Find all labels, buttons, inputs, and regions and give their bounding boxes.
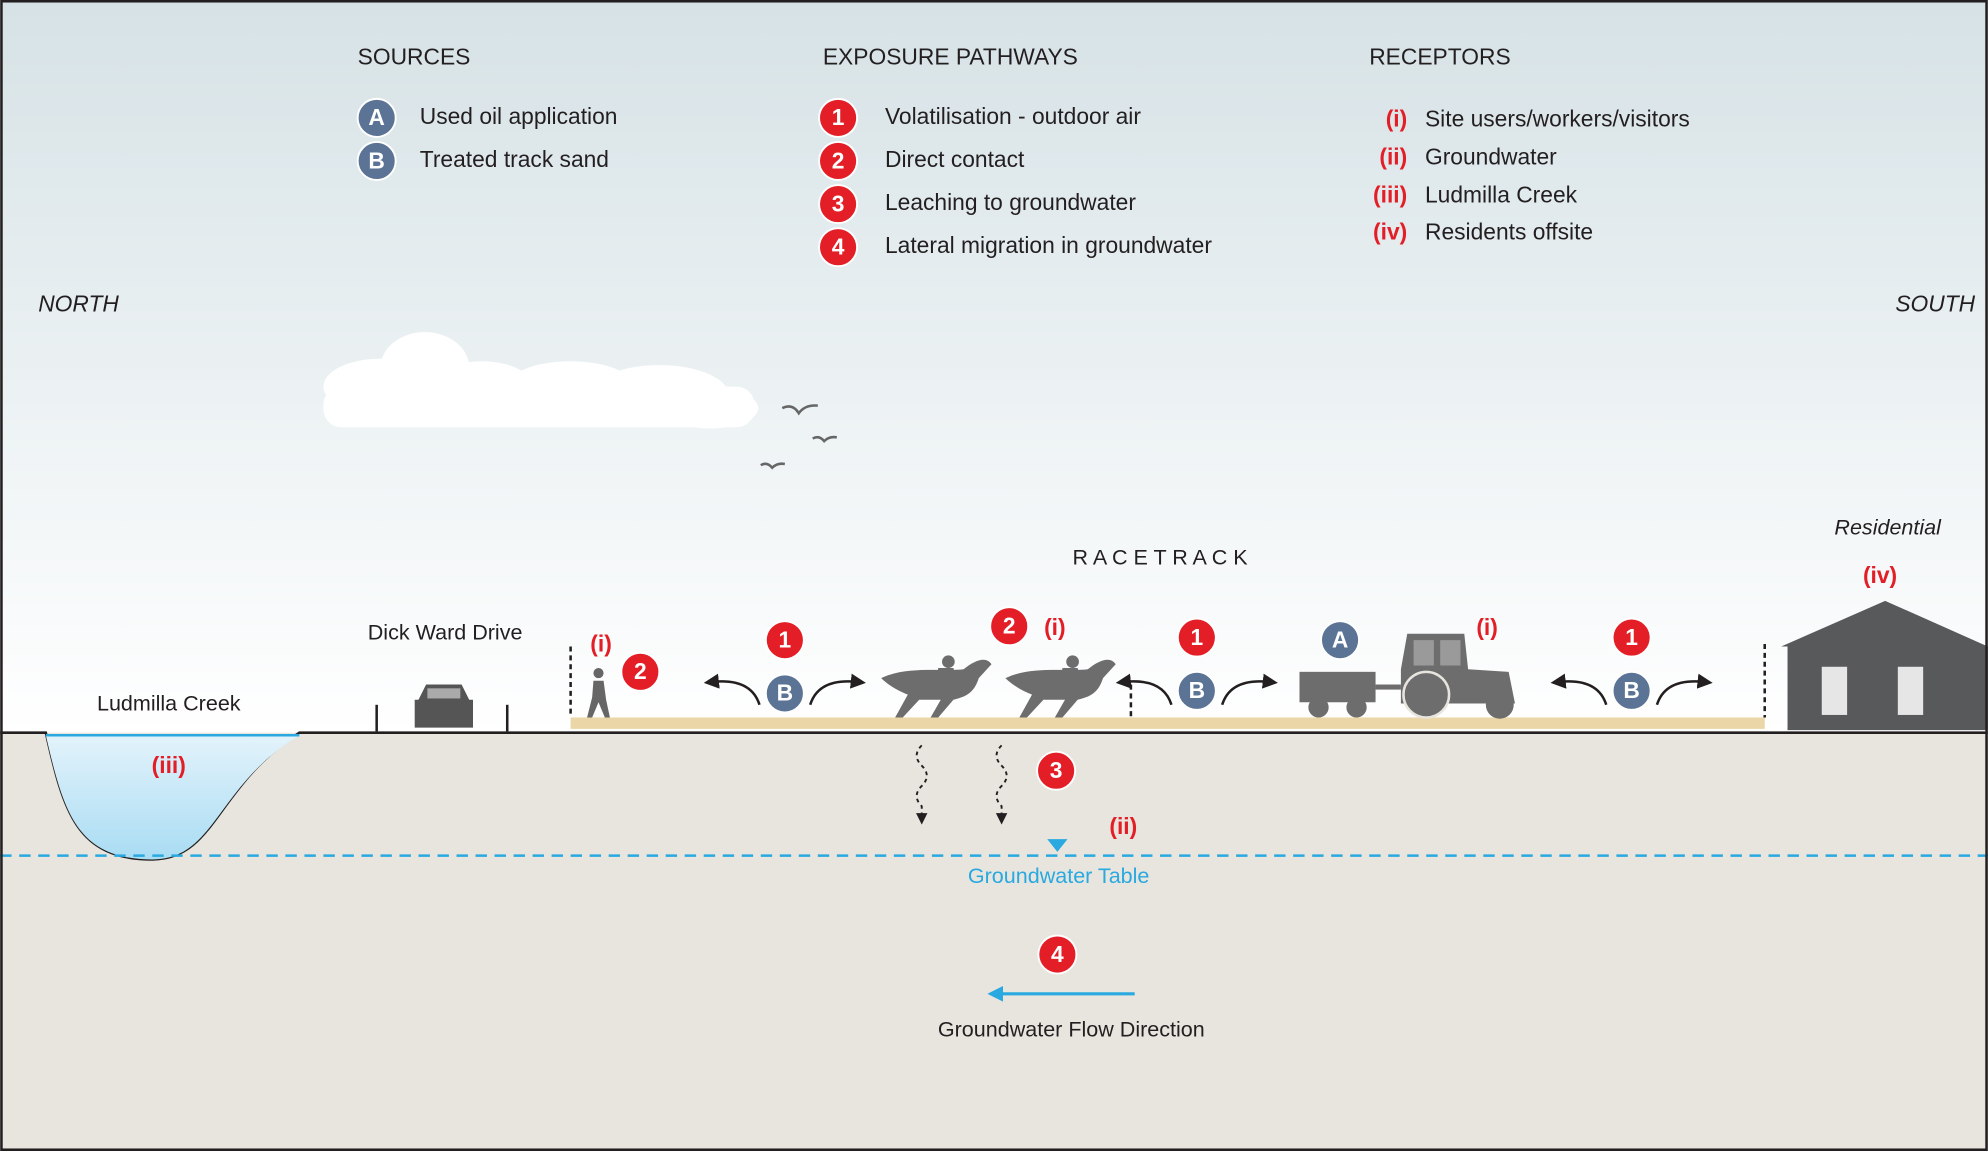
receptor-label: (iv) [1863,562,1897,588]
creek-label: Ludmilla Creek [97,691,241,715]
receptor-label: (iv) [1373,218,1407,244]
legend-item: Residents offsite [1425,218,1593,244]
badge-label: 2 [634,658,647,684]
badge-label: B [1623,677,1639,703]
car [415,685,473,728]
badge-label: 4 [832,233,845,259]
legend-item: Site users/workers/visitors [1425,105,1690,131]
south-label: SOUTH [1895,291,1975,317]
badge-label: 1 [832,104,845,130]
badge-label: B [1189,677,1205,703]
ground [0,733,1988,1151]
badge-label: 3 [832,190,845,216]
receptor-label: (ii) [1379,143,1407,169]
legend-title: SOURCES [358,43,471,69]
receptor-label: (i) [590,630,612,656]
badge-label: 2 [1003,613,1016,639]
diagram: NORTH SOUTH Ludmilla Creek Dick Ward Dri… [0,0,1988,1151]
road-label: Dick Ward Drive [368,620,523,644]
badge-label: B [368,147,384,173]
badge-label: 4 [1051,941,1064,967]
receptor-label: (iii) [1373,182,1407,208]
badge-label: 1 [1190,624,1203,650]
legend-title: EXPOSURE PATHWAYS [823,43,1078,69]
legend-item: Volatilisation - outdoor air [885,103,1141,129]
north-label: NORTH [38,291,119,317]
badge-label: B [777,680,793,706]
legend-item: Groundwater [1425,143,1557,169]
badge-label: 1 [1625,624,1638,650]
track-sand [571,717,1765,728]
badge-label: 2 [832,147,845,173]
legend-item: Ludmilla Creek [1425,182,1578,208]
receptor-label: (i) [1386,105,1408,131]
badge-label: A [368,104,384,130]
legend-item: Lateral migration in groundwater [885,232,1212,258]
racetrack-label: R A C E T R A C K [1072,546,1248,570]
receptor-label: (ii) [1109,813,1137,839]
receptor-label: (i) [1476,614,1498,640]
receptor-label: (iii) [152,752,186,778]
flow-direction-label: Groundwater Flow Direction [938,1017,1205,1041]
groundwater-table-label: Groundwater Table [968,864,1150,888]
receptor-label: (i) [1044,614,1066,640]
residential-label: Residential [1834,515,1942,539]
badge-label: 3 [1050,757,1063,783]
legend-item: Leaching to groundwater [885,189,1136,215]
legend-item: Direct contact [885,146,1025,172]
legend-item: Used oil application [420,103,618,129]
badge-label: A [1332,626,1348,652]
legend-title: RECEPTORS [1369,43,1510,69]
legend-item: Treated track sand [420,146,609,172]
badge-label: 1 [778,626,791,652]
